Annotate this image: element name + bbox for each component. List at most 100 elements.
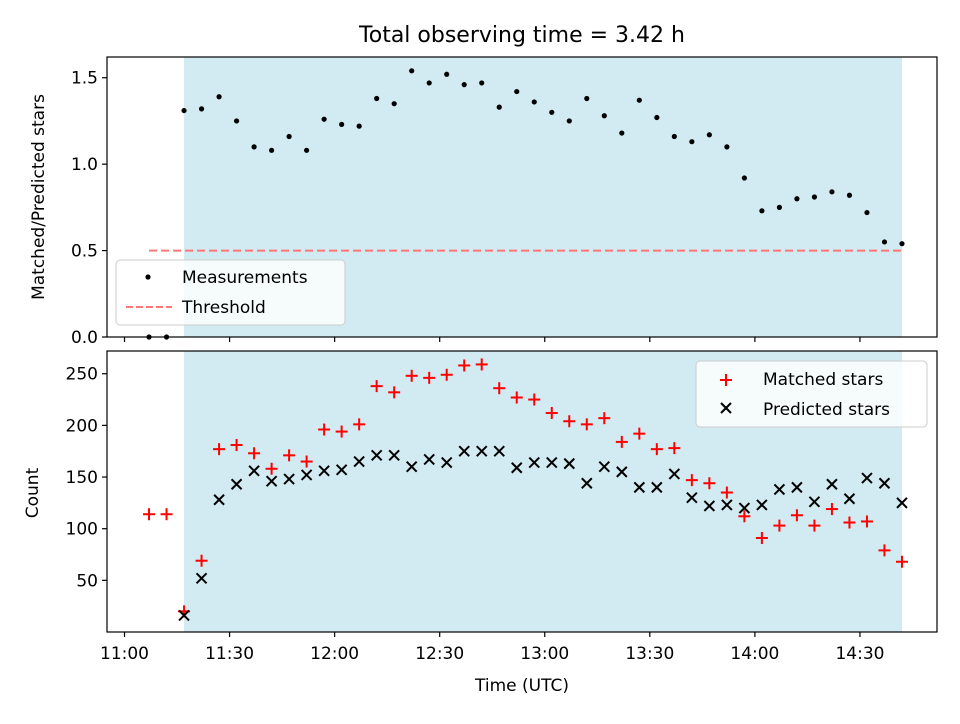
bottom-chart: 50 100 150 200 250 11:00 11:30 12:00 12:30 13:00… — [23, 350, 938, 696]
predicted-star-point — [300, 469, 313, 481]
measurement-point — [811, 194, 818, 200]
predicted-star-point — [791, 481, 803, 494]
matched-star-point — [318, 423, 331, 436]
measurement-point — [724, 144, 730, 150]
matched-star-point — [353, 418, 366, 431]
matched-star-point — [405, 369, 418, 382]
legend-predicted-marker — [720, 402, 732, 414]
top-chart: 0.0 0.5 1.0 1.5 Matched/Predicted stars Mea… — [29, 56, 938, 348]
predicted-star-point — [318, 465, 330, 477]
matched-star-point — [703, 477, 716, 490]
matched-star-point — [843, 516, 856, 529]
matched-star-point — [475, 358, 488, 371]
predicted-star-point — [686, 491, 698, 504]
legend-threshold: Threshold — [181, 298, 266, 318]
matched-star-point — [143, 508, 156, 521]
matched-star-point — [633, 427, 646, 440]
predicted-star-point — [528, 456, 540, 469]
legend-matched-stars: Matched stars — [763, 370, 883, 390]
matched-star-point — [720, 486, 733, 499]
y-tick-label: 200 — [66, 416, 98, 436]
predicted-star-point — [248, 465, 260, 477]
measurement-point — [339, 121, 345, 128]
matched-star-point — [615, 435, 628, 448]
matched-star-point — [195, 554, 208, 567]
measurement-point — [251, 144, 257, 150]
predicted-star-point — [546, 456, 558, 469]
matched-star-point — [440, 368, 453, 381]
predicted-star-point — [458, 445, 470, 457]
measurement-point — [846, 192, 853, 198]
matched-star-point — [895, 555, 908, 568]
top-axes-frame — [106, 56, 938, 338]
matched-star-point — [300, 455, 313, 468]
top-chart-title: Total observing time = 3.42 h — [358, 23, 685, 48]
legend-measurements: Measurements — [182, 268, 308, 288]
measurement-point — [216, 94, 222, 100]
matched-star-point — [545, 406, 558, 419]
legend-predicted-stars: Predicted stars — [763, 400, 890, 420]
y-tick-label: 0.0 — [71, 328, 98, 348]
matched-star-point — [580, 418, 593, 431]
measurement-point — [444, 71, 450, 77]
matched-star-point — [510, 391, 523, 404]
legend-matched-marker — [720, 374, 732, 386]
measurement-point — [619, 130, 625, 136]
measurement-point — [864, 209, 870, 216]
predicted-star-point — [878, 477, 891, 489]
measurement-point — [531, 99, 537, 105]
x-tick-label: 14:30 — [835, 644, 884, 664]
measurement-point — [374, 95, 380, 102]
y-tick-label: 0.5 — [71, 242, 98, 262]
matched-star-point — [598, 412, 611, 425]
predicted-star-point — [405, 460, 418, 473]
matched-star-point — [650, 443, 663, 456]
y-tick-label: 1.0 — [71, 155, 98, 175]
top-legend: Measurements Threshold — [115, 259, 346, 326]
predicted-star-point — [353, 455, 365, 468]
predicted-star-point — [598, 460, 611, 473]
matched-star-point — [755, 531, 768, 544]
bottom-legend: Matched stars Predicted stars — [695, 360, 928, 428]
matched-star-point — [773, 519, 786, 532]
matched-star-point — [738, 510, 751, 523]
measurement-point — [321, 116, 327, 122]
matched-star-point — [563, 415, 576, 428]
measurement-point — [759, 208, 765, 214]
x-tick-label: 11:30 — [205, 644, 254, 664]
predicted-star-point — [651, 481, 663, 494]
predicted-star-point — [178, 609, 190, 622]
measurement-point — [409, 68, 415, 74]
predicted-star-point — [283, 473, 295, 485]
predicted-star-point — [773, 483, 786, 496]
x-tick-label: 11:00 — [100, 644, 149, 664]
measurement-point — [776, 204, 783, 210]
measurement-point — [268, 147, 275, 153]
matched-star-point — [213, 443, 226, 456]
predicted-star-point — [721, 499, 733, 511]
measurement-point — [601, 113, 607, 119]
x-tick-label: 13:00 — [520, 644, 569, 664]
x-tick-label: 12:00 — [310, 644, 359, 664]
matched-star-point — [493, 382, 506, 395]
y-tick-label: 50 — [76, 571, 98, 591]
predicted-star-point — [213, 494, 225, 506]
y-tick-label: 1.5 — [71, 69, 98, 89]
matched-star-point — [528, 393, 541, 406]
measurement-point — [391, 101, 397, 107]
measurement-point — [636, 97, 642, 103]
matched-star-point — [230, 439, 243, 452]
measurement-point — [584, 95, 590, 102]
bottom-axes-frame — [106, 350, 938, 633]
predicted-star-point — [616, 466, 628, 478]
predicted-star-point — [476, 445, 488, 457]
y-tick-label: 100 — [66, 520, 98, 540]
predicted-star-point — [423, 453, 435, 466]
predicted-star-point — [808, 496, 821, 508]
predicted-star-point — [388, 449, 400, 462]
matched-star-point — [248, 447, 261, 460]
predicted-star-point — [861, 472, 873, 484]
measurement-point — [479, 80, 485, 86]
measurement-point — [233, 118, 240, 124]
y-tick-label: 150 — [66, 468, 98, 488]
